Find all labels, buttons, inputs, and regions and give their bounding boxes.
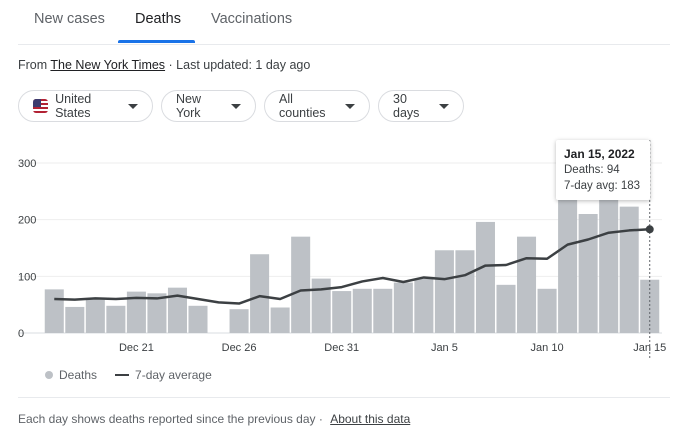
source-prefix: From [18,58,48,72]
state-dropdown[interactable]: New York [161,90,256,122]
legend-line-label: 7-day average [135,368,212,382]
about-data-link[interactable]: About this data [330,412,411,426]
chevron-down-icon [439,103,449,109]
bar [188,305,208,333]
footer: Each day shows deaths reported since the… [18,412,410,426]
bar [106,305,126,333]
state-label: New York [176,92,202,120]
bar [126,291,146,333]
chevron-down-icon [128,103,138,109]
source-line: From The New York Times · Last updated: … [18,58,310,72]
x-tick-label: Jan 10 [531,342,564,354]
chart-tooltip: Jan 15, 2022 Deaths: 94 7-day avg: 183 [556,140,650,200]
legend-bars-swatch [45,371,53,379]
deaths-chart[interactable]: 300 200 100 0 Dec 21 Dec 26 Dec 31 Jan 5 Jan 10 J… [0,140,680,360]
bar [496,284,516,333]
source-link[interactable]: The New York Times [50,58,166,72]
bar [619,206,639,333]
bar [578,214,598,333]
chevron-down-icon [345,103,355,109]
bar [537,288,557,333]
active-tab-indicator [118,40,195,43]
bar [475,221,495,333]
bar [599,199,619,333]
bar [311,278,331,333]
tooltip-deaths: Deaths: 94 [564,164,620,176]
bar [44,289,64,333]
footer-note: Each day shows deaths reported since the… [18,412,323,426]
chart-legend: Deaths 7-day average [45,368,212,382]
bar [455,250,475,333]
tab-new-cases[interactable]: New cases [34,11,105,27]
x-tick-label: Dec 21 [119,342,154,354]
bar [352,288,372,333]
bar [373,288,393,333]
tab-deaths[interactable]: Deaths [135,11,181,27]
chart-svg: 300 200 100 0 Dec 21 Dec 26 Dec 31 Jan 5 Jan 10 J… [18,140,666,360]
legend-line-swatch [115,374,130,376]
county-dropdown[interactable]: All counties [264,90,370,122]
y-tick-label: 200 [18,215,36,227]
bar [517,236,537,333]
last-updated: · Last updated: 1 day ago [168,58,311,72]
bar [640,279,660,333]
tooltip-date: Jan 15, 2022 [564,147,635,161]
bar [147,293,167,333]
time-range-dropdown[interactable]: 30 days [378,90,464,122]
us-flag-icon [33,99,49,113]
metric-tabs: New cases Deaths Vaccinations [18,0,670,45]
avg-line [54,228,650,305]
x-tick-label: Dec 31 [324,342,359,354]
bar [250,254,270,333]
county-label: All counties [279,92,326,120]
bar [270,307,290,333]
bar [65,306,85,333]
bar [434,250,454,333]
footer-divider [18,397,670,398]
time-range-label: 30 days [393,92,420,120]
highlight-point [645,225,654,234]
chevron-down-icon [231,103,241,109]
bar [85,299,105,333]
bar [291,236,311,333]
tab-vaccinations[interactable]: Vaccinations [211,11,293,27]
y-tick-label: 0 [18,328,24,340]
country-dropdown[interactable]: United States [18,90,153,122]
country-label: United States [55,92,92,120]
bar [558,199,578,333]
x-tick-label: Jan 5 [431,342,458,354]
x-tick-label: Dec 26 [222,342,257,354]
bar [414,278,434,333]
y-tick-label: 100 [18,271,36,283]
legend-bars-label: Deaths [59,368,98,382]
tooltip-avg: 7-day avg: 183 [564,180,641,192]
bar [167,287,187,333]
bar [393,282,413,333]
bar [332,291,352,333]
bar [229,309,249,333]
y-tick-label: 300 [18,158,36,170]
